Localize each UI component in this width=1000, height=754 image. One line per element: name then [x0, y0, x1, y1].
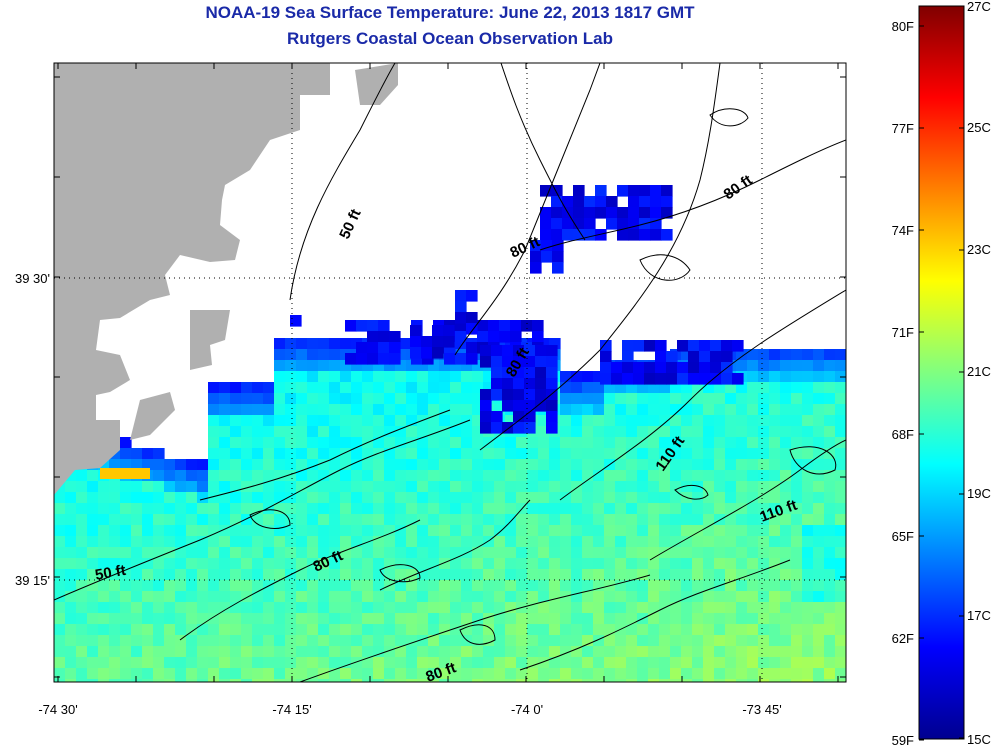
colorbar-f-label: 77F: [892, 121, 914, 136]
y-tick-label: 39 30': [15, 271, 50, 286]
colorbar-c-label: 27C: [967, 0, 991, 14]
graticule: [54, 63, 846, 682]
axis-ticks: [54, 63, 846, 682]
y-tick-label: 39 15': [15, 573, 50, 588]
colorbar: [918, 5, 965, 740]
land-mass: [54, 63, 398, 495]
colorbar-f-label: 74F: [892, 223, 914, 238]
colorbar-c-label: 23C: [967, 242, 991, 257]
x-tick-label: -73 45': [742, 702, 781, 717]
colorbar-f-label: 59F: [892, 733, 914, 748]
colorbar-f-label: 65F: [892, 529, 914, 544]
colorbar-c-label: 21C: [967, 364, 991, 379]
bathymetry-contours: [54, 63, 846, 682]
sst-grid: [54, 185, 846, 682]
x-tick-label: -74 30': [38, 702, 77, 717]
map-subtitle: Rutgers Coastal Ocean Observation Lab: [287, 29, 613, 48]
colorbar-f-label: 68F: [892, 427, 914, 442]
contour-label: 50 ft: [94, 562, 127, 584]
colorbar-c-label: 17C: [967, 608, 991, 623]
colorbar-c-label: 19C: [967, 486, 991, 501]
colorbar-f-label: 71F: [892, 325, 914, 340]
x-tick-label: -74 15': [272, 702, 311, 717]
map-title: NOAA-19 Sea Surface Temperature: June 22…: [205, 3, 695, 22]
colorbar-c-label: 15C: [967, 732, 991, 747]
plot-frame: [53, 62, 847, 683]
colorbar-ticks: [919, 5, 964, 741]
colorbar-f-label: 80F: [892, 19, 914, 34]
colorbar-c-label: 25C: [967, 120, 991, 135]
colorbar-f-label: 62F: [892, 631, 914, 646]
x-tick-label: -74 0': [511, 702, 543, 717]
